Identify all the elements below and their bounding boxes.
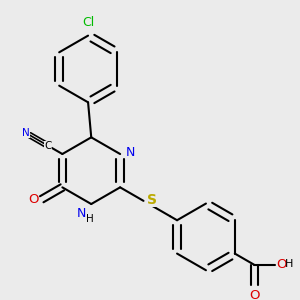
Text: N: N	[125, 146, 135, 159]
Text: H: H	[285, 260, 294, 269]
Text: N: N	[22, 128, 30, 138]
Text: Cl: Cl	[82, 16, 94, 28]
Text: H: H	[86, 214, 94, 224]
Text: O: O	[249, 289, 259, 300]
Text: N: N	[77, 207, 86, 220]
Text: S: S	[147, 193, 157, 207]
Text: C: C	[44, 141, 52, 151]
Text: O: O	[28, 193, 39, 206]
Text: O: O	[276, 258, 287, 271]
